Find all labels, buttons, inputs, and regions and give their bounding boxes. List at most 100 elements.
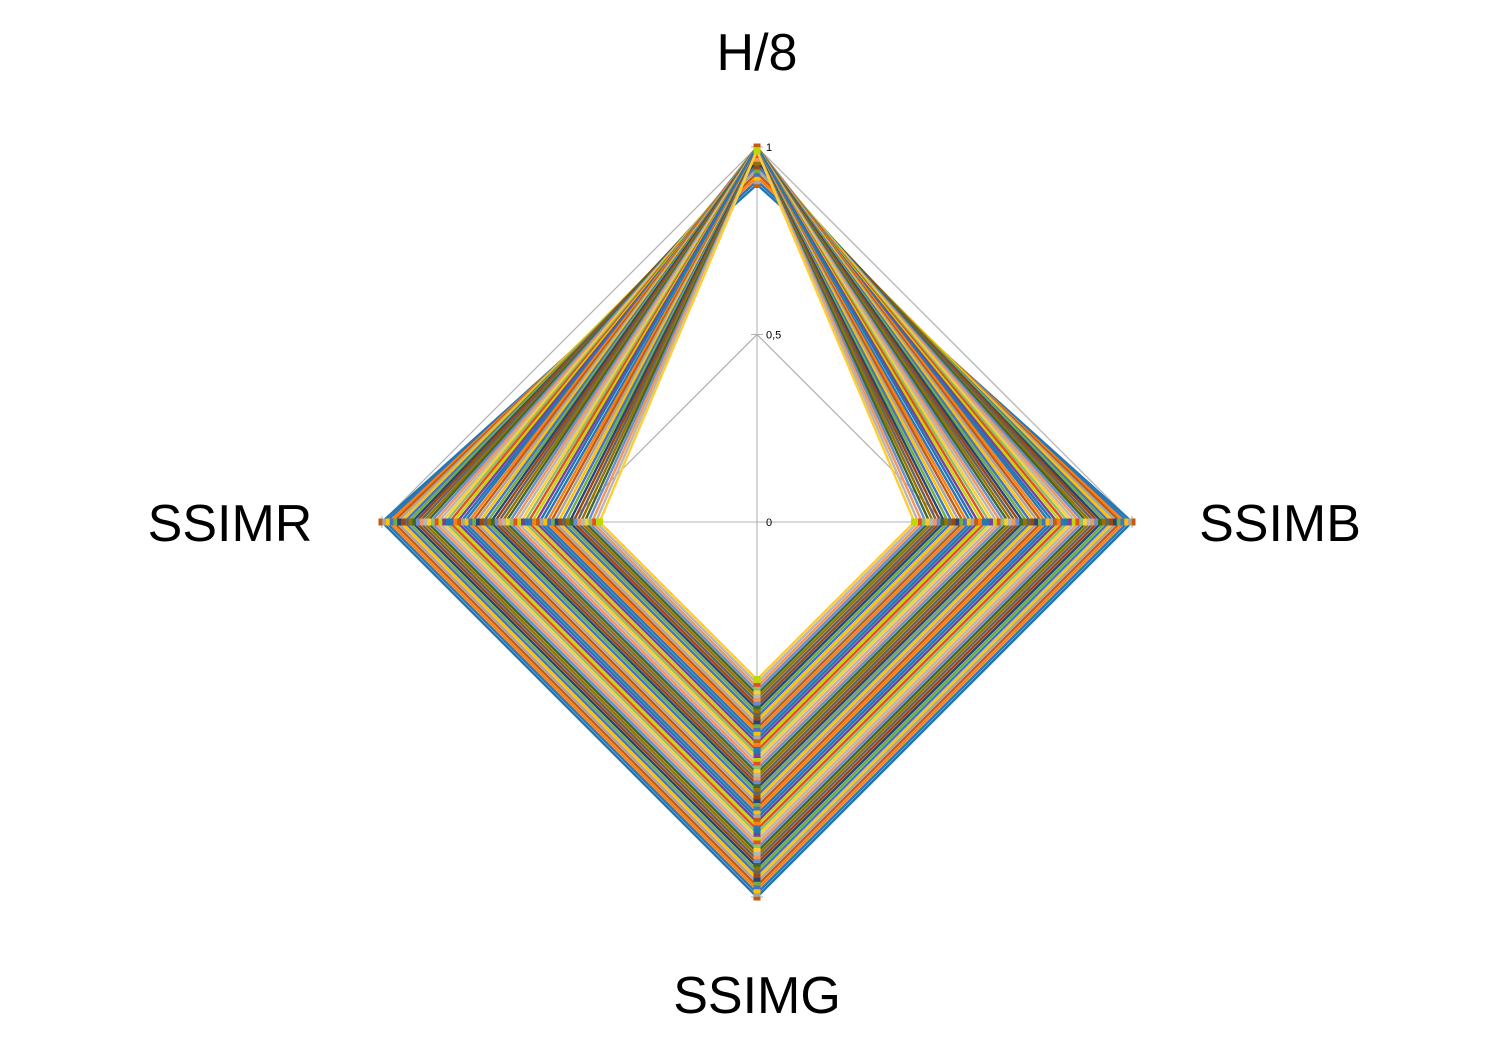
series-point bbox=[941, 518, 948, 526]
series-point bbox=[753, 773, 761, 781]
series-point bbox=[1061, 518, 1068, 526]
axis-label-ssimb: SSIMB bbox=[1199, 495, 1361, 553]
series-point bbox=[397, 518, 405, 526]
series-point bbox=[753, 784, 761, 792]
series-point bbox=[753, 694, 761, 702]
series-point bbox=[404, 518, 412, 526]
series-point bbox=[487, 518, 495, 526]
series-point bbox=[753, 807, 761, 815]
tick-label-1: 0,5 bbox=[766, 330, 781, 342]
series-point bbox=[596, 518, 603, 526]
series-point bbox=[952, 518, 960, 526]
series-point bbox=[753, 717, 761, 725]
series-point bbox=[933, 518, 941, 526]
series-point bbox=[1087, 518, 1095, 526]
series-point bbox=[753, 792, 761, 800]
series-point bbox=[989, 518, 997, 526]
series-point bbox=[971, 518, 978, 526]
series-point bbox=[573, 518, 581, 526]
series-point bbox=[453, 518, 461, 526]
series-point bbox=[551, 518, 558, 526]
series-point bbox=[753, 781, 761, 788]
series-point bbox=[753, 796, 761, 803]
series-point bbox=[918, 518, 926, 526]
series-point bbox=[1124, 518, 1132, 526]
series-point bbox=[382, 518, 390, 526]
series-point bbox=[753, 758, 761, 766]
series-point bbox=[446, 518, 453, 526]
series-point bbox=[386, 518, 393, 526]
series-point bbox=[521, 518, 528, 526]
series-point bbox=[419, 518, 427, 526]
series-point bbox=[554, 518, 562, 526]
series-point bbox=[517, 518, 525, 526]
series-point bbox=[1064, 518, 1072, 526]
series-point bbox=[753, 867, 761, 875]
tick-label-0: 0 bbox=[766, 517, 772, 529]
series-point bbox=[922, 518, 930, 526]
series-point bbox=[753, 871, 761, 878]
series-point bbox=[1004, 518, 1012, 526]
series-point bbox=[577, 518, 585, 526]
series-point bbox=[963, 518, 971, 526]
series-point bbox=[986, 518, 993, 526]
series-point bbox=[753, 841, 761, 848]
series-point bbox=[753, 743, 761, 751]
series-point bbox=[1106, 518, 1113, 526]
series-point bbox=[449, 518, 457, 526]
series-point bbox=[753, 762, 761, 770]
series-point bbox=[1128, 518, 1136, 526]
series-point bbox=[753, 687, 761, 695]
series-point bbox=[753, 683, 761, 691]
series-point bbox=[442, 518, 450, 526]
series-point bbox=[1019, 518, 1027, 526]
series-point bbox=[993, 518, 1001, 526]
series-point bbox=[562, 518, 570, 526]
series-point bbox=[1034, 518, 1042, 526]
series-point bbox=[378, 518, 386, 526]
series-point bbox=[483, 518, 491, 526]
series-point bbox=[929, 518, 937, 526]
series-point bbox=[753, 882, 761, 890]
series-point bbox=[753, 803, 761, 811]
series-point bbox=[753, 154, 761, 162]
series-point bbox=[753, 811, 761, 818]
series-point bbox=[592, 518, 600, 526]
series-point bbox=[498, 518, 506, 526]
series-point bbox=[944, 518, 952, 526]
series-point bbox=[753, 162, 761, 170]
series-point bbox=[539, 518, 547, 526]
series-point bbox=[494, 518, 502, 526]
series-point bbox=[1094, 518, 1102, 526]
series-point bbox=[753, 736, 761, 743]
series-point bbox=[472, 518, 480, 526]
series-point bbox=[753, 173, 761, 181]
series-point bbox=[753, 169, 761, 177]
series-point bbox=[434, 518, 442, 526]
series-point bbox=[1079, 518, 1087, 526]
series-point bbox=[408, 518, 416, 526]
series-point bbox=[476, 518, 483, 526]
series-point bbox=[1072, 518, 1080, 526]
series-point bbox=[753, 698, 761, 706]
series-point bbox=[914, 518, 922, 526]
series-point bbox=[982, 518, 990, 526]
series-point bbox=[753, 889, 761, 897]
series-point bbox=[1016, 518, 1023, 526]
series-point bbox=[427, 518, 435, 526]
series-point bbox=[1046, 518, 1053, 526]
axis-label-ssimr: SSIMR bbox=[148, 495, 313, 553]
series-point bbox=[1109, 518, 1117, 526]
series-point bbox=[543, 518, 551, 526]
series-point bbox=[753, 829, 761, 837]
series-point bbox=[753, 826, 761, 833]
series-point bbox=[1012, 518, 1020, 526]
series-point bbox=[753, 893, 761, 901]
series-point bbox=[753, 833, 761, 841]
series-point bbox=[416, 518, 423, 526]
series-point bbox=[753, 177, 761, 185]
series-point bbox=[479, 518, 487, 526]
series-point bbox=[389, 518, 397, 526]
series-point bbox=[937, 518, 945, 526]
series-point bbox=[948, 518, 956, 526]
